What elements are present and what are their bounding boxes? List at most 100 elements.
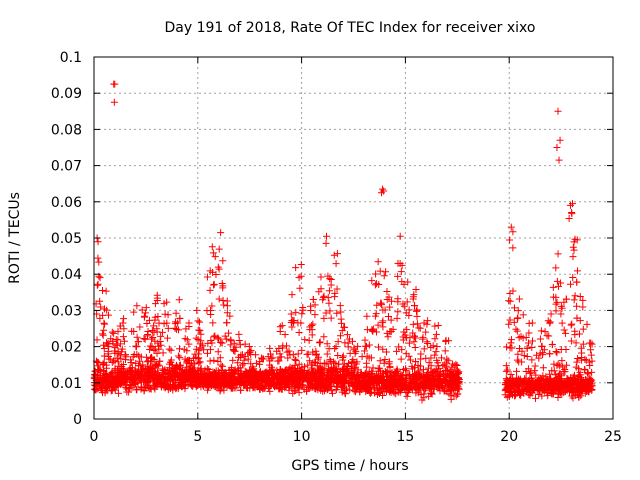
data-point [539, 364, 547, 372]
data-point [127, 359, 135, 367]
data-point [188, 377, 196, 385]
data-point [452, 392, 460, 400]
data-point [304, 382, 312, 390]
data-point [191, 350, 199, 358]
data-point [576, 293, 584, 301]
data-point [326, 380, 334, 388]
data-point [155, 361, 163, 369]
data-point [453, 366, 461, 374]
data-point [506, 297, 514, 305]
data-point [169, 380, 177, 388]
data-point [397, 268, 405, 276]
data-point [425, 384, 433, 392]
data-point [173, 371, 181, 379]
data-point [116, 351, 124, 359]
data-point [137, 366, 145, 374]
data-point [538, 342, 546, 350]
data-point [323, 370, 331, 378]
data-point [559, 363, 567, 371]
data-point [570, 296, 578, 304]
data-point [400, 280, 408, 288]
data-point [446, 371, 454, 379]
data-point [276, 328, 284, 336]
data-point [337, 315, 345, 323]
data-point [334, 338, 342, 346]
data-point [257, 354, 265, 362]
data-point [207, 311, 215, 319]
data-point [139, 361, 147, 369]
data-point [230, 384, 238, 392]
data-point [539, 372, 547, 380]
data-point [320, 359, 328, 367]
data-point [343, 385, 351, 393]
data-point [563, 375, 571, 383]
data-point [94, 238, 102, 246]
data-point [141, 335, 149, 343]
data-point [570, 376, 578, 384]
data-point [149, 374, 157, 382]
data-point [142, 304, 150, 312]
data-point [176, 314, 184, 322]
data-point [569, 385, 577, 393]
data-point [505, 320, 513, 328]
data-point [560, 326, 568, 334]
data-point [513, 356, 521, 364]
data-point [331, 344, 339, 352]
data-point [100, 344, 108, 352]
data-point [122, 353, 130, 361]
data-point [197, 330, 205, 338]
data-point [223, 297, 231, 305]
data-point [567, 337, 575, 345]
data-point [117, 370, 125, 378]
data-point [562, 345, 570, 353]
data-point [377, 299, 385, 307]
data-point [333, 285, 341, 293]
data-point [211, 332, 219, 340]
data-point [221, 332, 229, 340]
data-point [94, 280, 102, 288]
data-point [109, 374, 117, 382]
data-point [506, 344, 514, 352]
data-point [522, 333, 530, 341]
data-point [431, 322, 439, 330]
data-point [174, 319, 182, 327]
data-point [560, 298, 568, 306]
data-point [340, 323, 348, 331]
data-point [235, 337, 243, 345]
data-point [386, 363, 394, 371]
data-point [265, 374, 273, 382]
data-point [140, 387, 148, 395]
data-point [362, 369, 370, 377]
data-point [384, 385, 392, 393]
data-point [413, 320, 421, 328]
data-point [431, 335, 439, 343]
data-point [245, 366, 253, 374]
data-point [177, 361, 185, 369]
data-point [326, 307, 334, 315]
data-point [305, 336, 313, 344]
data-point [268, 363, 276, 371]
data-point [558, 319, 566, 327]
data-point [114, 358, 122, 366]
data-point [531, 367, 539, 375]
data-point [417, 350, 425, 358]
data-point [231, 347, 239, 355]
data-point [363, 312, 371, 320]
data-point [237, 386, 245, 394]
data-point [379, 383, 387, 391]
data-point [424, 317, 432, 325]
data-point [378, 301, 386, 309]
data-point [219, 296, 227, 304]
data-point [552, 264, 560, 272]
data-point [553, 298, 561, 306]
data-point [556, 136, 564, 144]
data-point [365, 368, 373, 376]
data-point [137, 383, 145, 391]
data-point [363, 380, 371, 388]
data-point [428, 390, 436, 398]
data-point [324, 294, 332, 302]
data-point [349, 376, 357, 384]
data-point [103, 372, 111, 380]
data-point [309, 320, 317, 328]
